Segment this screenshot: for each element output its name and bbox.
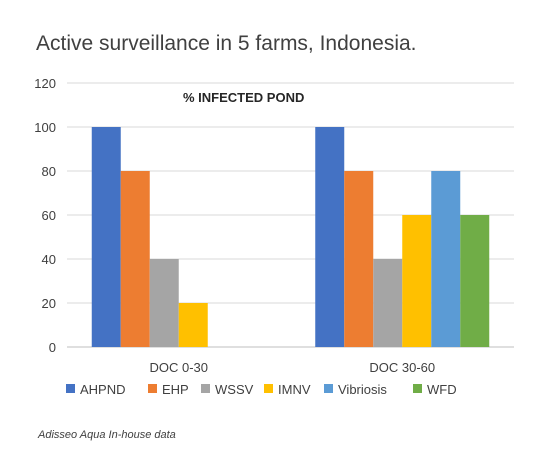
legend-swatch-wssv <box>201 384 210 393</box>
bar-wssv <box>373 259 403 347</box>
bar-ehp <box>344 171 374 347</box>
legend: AHPND EHP WSSV IMNV Vibriosis WFD <box>66 382 457 397</box>
y-tick-label: 20 <box>42 296 56 311</box>
y-tick-label: 40 <box>42 252 56 267</box>
x-category-label: DOC 30-60 <box>369 360 435 375</box>
legend-label: AHPND <box>80 382 126 397</box>
source-note: Adisseo Aqua In-house data <box>37 429 176 441</box>
bar-ehp <box>120 171 150 347</box>
bar-wssv <box>149 259 179 347</box>
y-tick-label: 60 <box>42 208 56 223</box>
x-category-label: DOC 0-30 <box>149 360 208 375</box>
chart-subtitle: % INFECTED POND <box>183 90 304 105</box>
y-tick-label: 0 <box>49 340 56 355</box>
legend-swatch-ahpnd <box>66 384 75 393</box>
y-axis-ticks: 0 20 40 60 80 100 120 <box>34 76 56 355</box>
x-axis-categories: DOC 0-30 DOC 30-60 <box>149 360 435 375</box>
y-tick-label: 80 <box>42 164 56 179</box>
legend-swatch-vibriosis <box>324 384 333 393</box>
y-tick-label: 120 <box>34 76 56 91</box>
bar-wfd <box>460 215 490 347</box>
bar-vibriosis <box>431 171 461 347</box>
bars <box>91 127 490 347</box>
bar-ahpnd <box>91 127 121 347</box>
legend-label: WFD <box>427 382 457 397</box>
legend-swatch-imnv <box>264 384 273 393</box>
legend-label: IMNV <box>278 382 311 397</box>
y-tick-label: 100 <box>34 120 56 135</box>
legend-swatch-ehp <box>148 384 157 393</box>
bar-imnv <box>178 303 208 347</box>
bar-ahpnd <box>315 127 345 347</box>
legend-label: WSSV <box>215 382 254 397</box>
bar-imnv <box>402 215 432 347</box>
legend-label: EHP <box>162 382 189 397</box>
chart-title: Active surveillance in 5 farms, Indonesi… <box>36 32 417 55</box>
legend-swatch-wfd <box>413 384 422 393</box>
legend-label: Vibriosis <box>338 382 387 397</box>
